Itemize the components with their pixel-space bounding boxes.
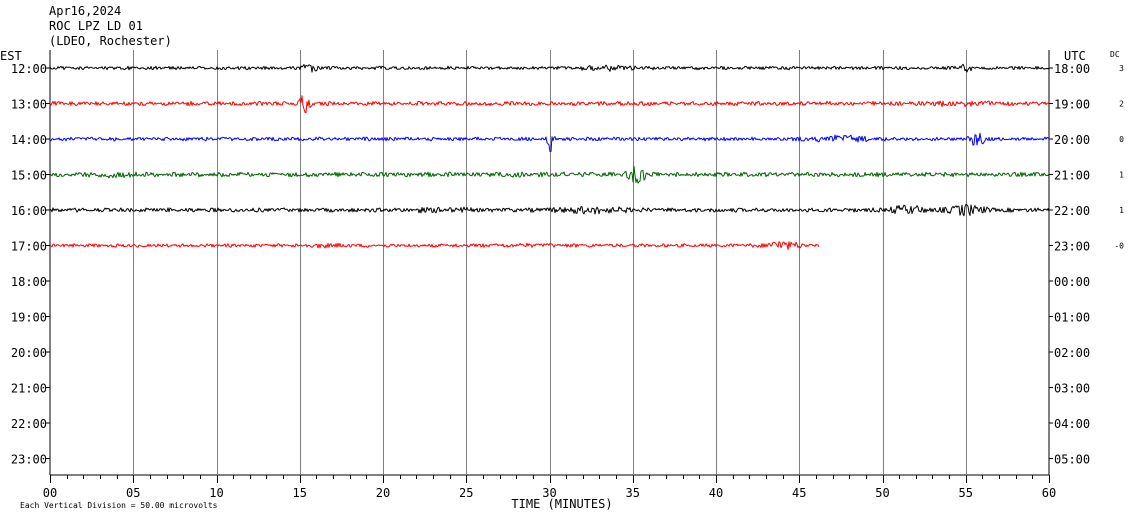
utc-row-label: 01:00 (1054, 311, 1090, 325)
dc-label: DC (1110, 50, 1120, 59)
utc-row-label: 22:00 (1054, 204, 1090, 218)
utc-row-label: 21:00 (1054, 169, 1090, 183)
trace-1700 (49, 241, 820, 251)
est-row-label: 19:00 (11, 311, 47, 325)
est-row-label: 14:00 (11, 133, 47, 147)
utc-row-label: 23:00 (1054, 240, 1090, 254)
utc-row-label: 05:00 (1054, 453, 1090, 467)
left-axis-label: EST (0, 49, 22, 63)
utc-row-label: 00:00 (1054, 275, 1090, 289)
est-row-label: 23:00 (11, 453, 47, 467)
est-row-label: 18:00 (11, 275, 47, 289)
header-network: (LDEO, Rochester) (49, 34, 172, 48)
est-row-label: 15:00 (11, 169, 47, 183)
est-row-label: 20:00 (11, 346, 47, 360)
header-date: Apr16,2024 (49, 4, 121, 18)
est-row-label: 21:00 (11, 382, 47, 396)
dc-value: 2 (1119, 100, 1124, 109)
trace-1500 (49, 165, 1050, 184)
trace-1600 (49, 203, 1050, 217)
est-row-label: 17:00 (11, 240, 47, 254)
utc-row-label: 20:00 (1054, 133, 1090, 147)
header-station: ROC LPZ LD 01 (49, 19, 143, 33)
x-tick-label: 40 (709, 486, 723, 500)
est-row-label: 16:00 (11, 204, 47, 218)
x-tick-label: 50 (875, 486, 889, 500)
est-row-label: 13:00 (11, 98, 47, 112)
x-tick-label: 60 (1042, 486, 1056, 500)
trace-1200 (49, 63, 1050, 73)
est-row-label: 12:00 (11, 62, 47, 76)
dc-value: -0 (1114, 242, 1124, 251)
utc-row-label: 03:00 (1054, 382, 1090, 396)
x-tick-label: 55 (959, 486, 973, 500)
x-tick-label: 30 (542, 486, 556, 500)
x-tick-label: 20 (376, 486, 390, 500)
x-tick-label: 10 (209, 486, 223, 500)
x-tick-label: 25 (459, 486, 473, 500)
trace-1400 (49, 132, 1050, 153)
utc-row-label: 18:00 (1054, 62, 1090, 76)
utc-row-label: 19:00 (1054, 98, 1090, 112)
utc-row-label: 04:00 (1054, 417, 1090, 431)
grid-layer (46, 50, 1053, 483)
dc-value: 1 (1119, 206, 1124, 215)
utc-row-label: 02:00 (1054, 346, 1090, 360)
x-tick-label: 05 (126, 486, 140, 500)
x-tick-label: 15 (293, 486, 307, 500)
est-row-label: 22:00 (11, 417, 47, 431)
dc-value: 1 (1119, 171, 1124, 180)
dc-value: 3 (1119, 64, 1124, 73)
x-axis-label: TIME (MINUTES) (511, 497, 612, 511)
right-axis-label: UTC (1064, 49, 1086, 63)
dc-value: 0 (1119, 135, 1124, 144)
scale-note: Each Vertical Division = 50.00 microvolt… (20, 501, 218, 510)
x-tick-label: 35 (626, 486, 640, 500)
trace-layer (49, 63, 1050, 251)
x-tick-label: 00 (43, 486, 57, 500)
trace-1300 (49, 95, 1050, 114)
x-tick-label: 45 (792, 486, 806, 500)
